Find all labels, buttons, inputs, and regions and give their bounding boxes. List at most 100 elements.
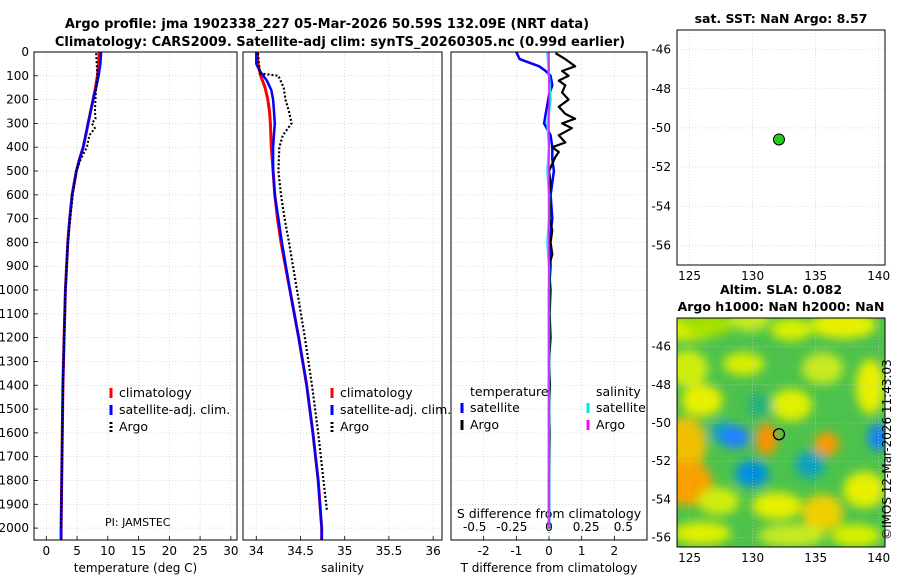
- difference-xtick-label: 1: [578, 544, 586, 558]
- salinity-xtick-label: 34: [249, 544, 264, 558]
- temperature-ytick-label: 0: [21, 45, 29, 59]
- sla-heatmap-blob: [720, 425, 750, 449]
- temperature-ytick-label: 400: [6, 140, 29, 154]
- difference-frame: [450, 51, 648, 541]
- sla-heatmap-blob: [855, 359, 885, 415]
- sla-heatmap-blob: [677, 350, 709, 387]
- temperature-ytick-label: 2000: [0, 521, 29, 535]
- temperature-ytick-label: 1600: [0, 426, 29, 440]
- sla-map-ytick-label: -50: [651, 416, 671, 430]
- temperature-xtick-label: 0: [42, 544, 50, 558]
- sst-map-ytick-label: -54: [651, 199, 671, 213]
- figure-title-line2: Climatology: CARS2009. Satellite-adj cli…: [55, 35, 625, 50]
- temperature-ytick-label: 1400: [0, 378, 29, 392]
- temperature-ytick-label: 1800: [0, 473, 29, 487]
- salinity-legend-label: Argo: [340, 419, 369, 434]
- sst-map-xtick-label: 135: [804, 269, 827, 283]
- sst-map-ytick-label: -50: [651, 121, 671, 135]
- difference-series-line: [547, 52, 577, 529]
- difference-legend-temperature-title: temperature: [470, 384, 549, 399]
- sla-heatmap-blob: [683, 318, 734, 337]
- sla-map-xtick-label: 140: [867, 551, 890, 565]
- difference-xtick-label: -1: [510, 544, 522, 558]
- sla-map-ytick-label: -48: [651, 378, 671, 392]
- sla-heatmap-blob: [801, 494, 844, 531]
- sla-heatmap-blob: [814, 432, 840, 456]
- salinity-xlabel: salinity: [321, 561, 364, 575]
- sst-map-frame: [676, 29, 886, 266]
- temperature-legend-label: Argo: [119, 419, 148, 434]
- difference-xtick-label: 0: [545, 544, 553, 558]
- sla-map-xtick-label: 135: [804, 551, 827, 565]
- sst-map-panel: sat. SST: NaN Argo: 8.57 125 130 135 140 -46 -…: [651, 11, 890, 283]
- temperature-xtick-label: 15: [131, 544, 146, 558]
- sla-heatmap-blob: [801, 352, 844, 385]
- temperature-xtick-label: 25: [192, 544, 207, 558]
- sla-map-ytick-label: -46: [651, 340, 671, 354]
- temperature-ytick-label: 1300: [0, 354, 29, 368]
- temperature-xtick-label: 20: [162, 544, 177, 558]
- temperature-frame: [33, 51, 238, 541]
- difference-panel: -2 -1 0 1 2-0.5 -0.25 0 0.25 0.5S difference fro…: [450, 51, 648, 575]
- salinity-series-line: [255, 52, 323, 540]
- sla-heatmap-field: [677, 318, 885, 547]
- sla-heatmap-blob: [735, 459, 769, 488]
- pi-label: PI: JAMSTEC: [105, 516, 171, 529]
- temperature-ytick-label: 1500: [0, 402, 29, 416]
- difference-xtick-label: -2: [478, 544, 490, 558]
- sla-map-ytick-label: -54: [651, 492, 671, 506]
- salinity-legend-label: climatology: [340, 385, 413, 400]
- sla-heatmap-blob: [747, 393, 773, 417]
- temperature-ytick-label: 800: [6, 235, 29, 249]
- temperature-ytick-label: 1900: [0, 497, 29, 511]
- temperature-ytick-label: 1000: [0, 283, 29, 297]
- sst-map-title: sat. SST: NaN Argo: 8.57: [695, 11, 868, 26]
- sla-heatmap-blob: [756, 423, 777, 456]
- sla-heatmap-blob: [729, 318, 771, 332]
- sla-heatmap-blob: [751, 492, 802, 520]
- temperature-panel: 0 5 10 15 20 25 30 temperature (deg C) 0 100 200 30…: [0, 45, 238, 575]
- sst-map-ytick-label: -56: [651, 238, 671, 252]
- salinity-series-line: [256, 53, 329, 512]
- sla-heatmap-blobs: [677, 318, 885, 547]
- sst-map-area: [677, 30, 885, 265]
- sst-map-xtick-label: 140: [867, 269, 890, 283]
- salinity-xtick-label: 35: [337, 544, 352, 558]
- sla-argo-marker: [772, 428, 786, 441]
- sst-map-ytick-label: -48: [651, 82, 671, 96]
- sst-map-ytick-label: -46: [651, 43, 671, 57]
- difference-legend-label: Argo: [596, 417, 625, 432]
- salinity-panel: 34 34.5 35 35.5 36 salinity climatology satelli…: [242, 51, 451, 575]
- sst-argo-marker: [772, 133, 785, 146]
- salinity-xtick-label: 35.5: [376, 544, 403, 558]
- sla-heatmap-blob: [843, 471, 885, 509]
- difference-xtick-label: 2: [611, 544, 619, 558]
- sla-heatmap-blob: [795, 450, 825, 479]
- sla-map-ytick-label: -52: [651, 454, 671, 468]
- temperature-xtick-label: 10: [100, 544, 115, 558]
- sla-heatmap-blob: [722, 352, 765, 376]
- sla-map-xtick-label: 125: [678, 551, 701, 565]
- temperature-xtick-label: 5: [73, 544, 81, 558]
- salinity-frame: [242, 51, 443, 541]
- temperature-ytick-label: 300: [6, 116, 29, 130]
- difference-legend-label: satellite: [596, 400, 646, 415]
- sst-map-xtick-label: 125: [678, 269, 701, 283]
- sla-map-xtick-label: 130: [741, 551, 764, 565]
- temperature-ytick-label: 100: [6, 69, 29, 83]
- temperature-legend-label: satellite-adj. clim.: [119, 402, 230, 417]
- salinity-legend-label: satellite-adj. clim.: [340, 402, 451, 417]
- sla-heatmap-blob: [868, 423, 885, 451]
- temperature-ytick-label: 1700: [0, 450, 29, 464]
- sla-heatmap-blob: [677, 416, 707, 472]
- temperature-plot-area: [34, 52, 237, 540]
- sla-heatmap-blob: [697, 487, 740, 515]
- difference-stick-label: -0.5: [463, 520, 486, 534]
- difference-xlabel: T difference from climatology: [460, 561, 638, 575]
- sla-heatmap-blob: [758, 524, 825, 547]
- temperature-ytick-label: 700: [6, 212, 29, 226]
- salinity-plot-area: [243, 52, 442, 540]
- difference-stick-label: 0.25: [573, 520, 600, 534]
